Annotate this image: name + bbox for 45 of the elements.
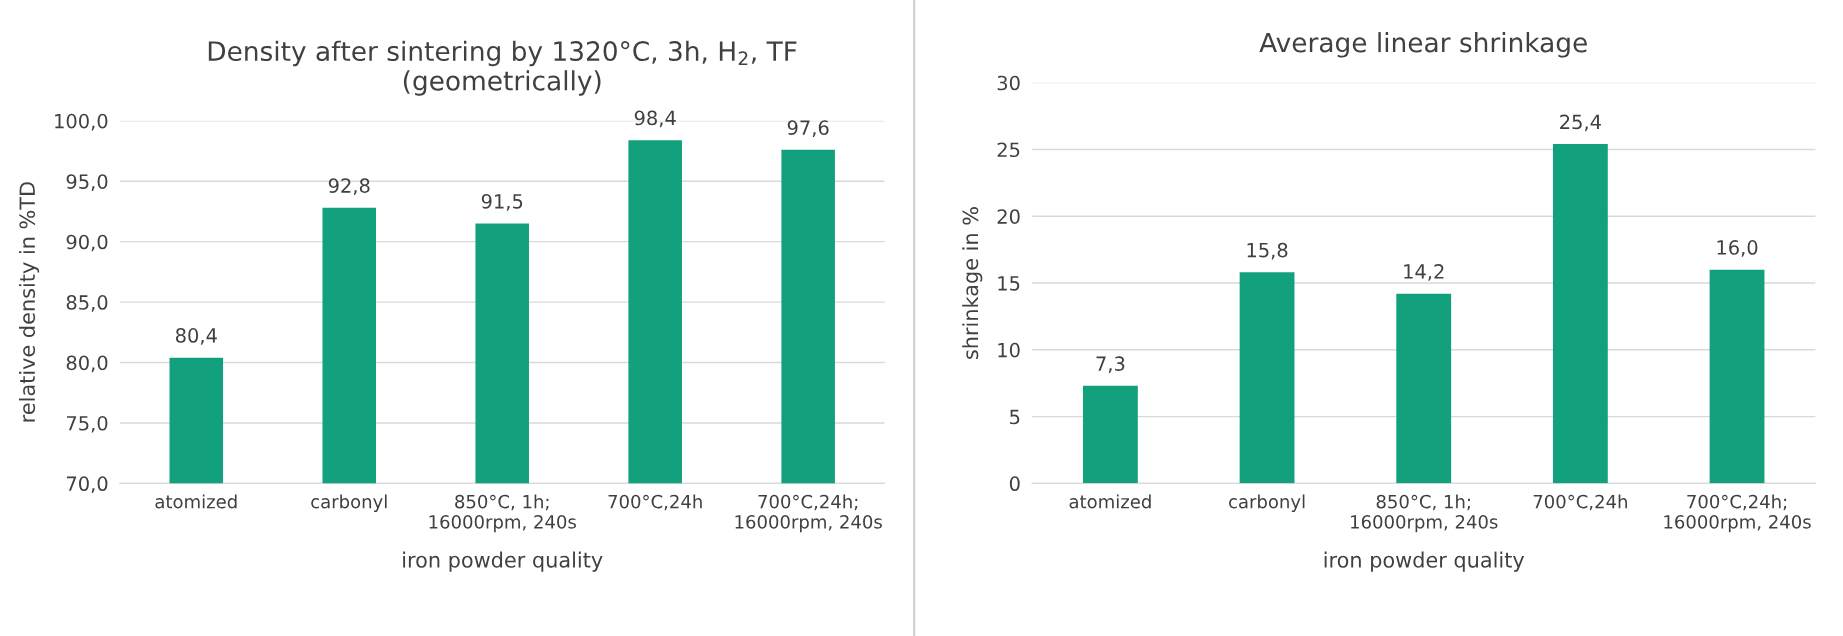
- x-tick-label: 850°C, 1h; 16000rpm, 240s: [1351, 494, 1498, 533]
- data-label: 15,8: [1247, 242, 1288, 260]
- data-label: 14,2: [1404, 264, 1444, 281]
- data-label: 91,5: [481, 193, 523, 211]
- chart-title: Density after sintering by 1320°C, 3h, H$_{2}$, TF (geometrically): [208, 40, 797, 96]
- data-label: 16,0: [1717, 240, 1758, 257]
- data-label: 97,6: [787, 120, 829, 137]
- bar: [1709, 269, 1765, 484]
- y-tick-label: 5: [1010, 409, 1020, 425]
- x-tick-label: 850°C, 1h; 16000rpm, 240s: [429, 494, 576, 533]
- data-label: 7,3: [1096, 356, 1125, 373]
- x-tick-label: 700°C,24h: [1533, 494, 1627, 511]
- y-tick-label: 20: [997, 209, 1020, 224]
- y-tick-label: 75,0: [66, 415, 108, 433]
- x-tick-label: atomized: [1069, 494, 1151, 509]
- y-tick-label: 0: [1009, 476, 1020, 492]
- data-label: 25,4: [1560, 114, 1601, 132]
- data-label: 92,8: [328, 178, 370, 195]
- x-axis-title: iron powder quality: [1324, 551, 1525, 572]
- x-tick-label: 700°C,24h; 16000rpm, 240s: [1664, 494, 1811, 533]
- y-tick-label: 80,0: [66, 355, 108, 373]
- y-tick-label: 90,0: [66, 234, 108, 252]
- bar: [1239, 272, 1295, 484]
- data-label: 80,4: [175, 328, 217, 345]
- x-tick-label: carbonyl: [311, 494, 387, 512]
- bar: [1396, 293, 1452, 484]
- y-tick-label: 30: [997, 75, 1020, 91]
- bar: [1082, 385, 1138, 484]
- y-axis-title: shrinkage in %: [962, 207, 983, 359]
- y-tick-label: 70,0: [66, 476, 108, 494]
- x-tick-label: atomized: [155, 494, 237, 509]
- bar: [1552, 144, 1608, 484]
- y-tick-label: 25: [997, 142, 1020, 158]
- x-tick-label: 700°C,24h: [608, 494, 702, 511]
- chart-title: Average linear shrinkage: [1259, 32, 1587, 58]
- data-label: 98,4: [634, 110, 676, 128]
- y-tick-label: 10: [998, 342, 1020, 358]
- x-axis-title: iron powder quality: [403, 551, 603, 572]
- y-tick-label: 95,0: [66, 174, 108, 191]
- y-tick-label: 85,0: [66, 295, 108, 312]
- y-tick-label: 15: [998, 276, 1020, 291]
- x-tick-label: carbonyl: [1229, 494, 1305, 512]
- y-tick-label: 100,0: [55, 113, 108, 131]
- x-tick-label: 700°C,24h; 16000rpm, 240s: [735, 494, 882, 533]
- y-axis-title: relative density in %TD: [18, 182, 40, 422]
